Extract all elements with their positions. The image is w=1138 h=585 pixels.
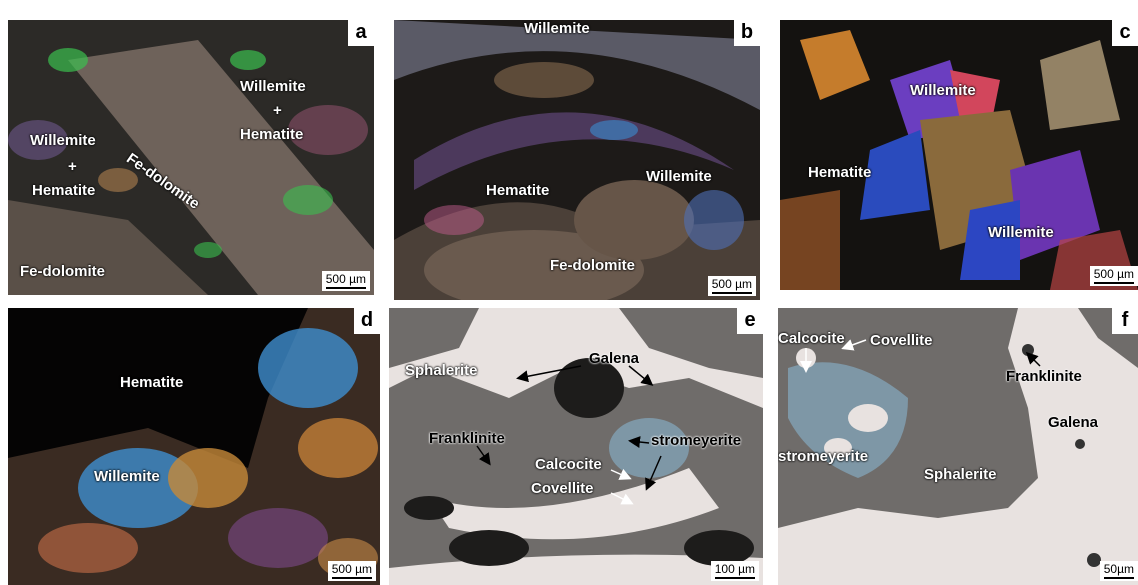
label-hematite: Hematite [808, 164, 872, 181]
panel-f: Calcocite Covellite Franklinite Galena s… [778, 308, 1138, 585]
panel-c: Willemite Hematite Willemite c 500 µm [780, 20, 1138, 290]
panel-d: Hematite Willemite d 500 µm [8, 308, 380, 585]
label-willemite: Willemite [240, 78, 306, 95]
panel-a: Willemite + Hematite Fe-dolomite Willemi… [8, 20, 374, 295]
panel-d-image [8, 308, 380, 585]
scale-bar-label: 50µm [1103, 562, 1134, 576]
panel-letter: c [1112, 20, 1138, 46]
panel-e-image [389, 308, 763, 585]
panel-letter: a [348, 20, 374, 46]
scale-bar-line [325, 287, 366, 289]
label-franklinite: Franklinite [429, 430, 505, 447]
label-sphalerite: Sphalerite [924, 466, 997, 483]
scale-bar: 50µm [1099, 561, 1138, 581]
label-covellite: Covellite [870, 332, 933, 349]
panel-b-image [394, 20, 760, 300]
scale-bar: 500 µm [1089, 266, 1138, 286]
label-sphalerite: Sphalerite [405, 362, 478, 379]
scale-bar-line [331, 577, 372, 579]
panel-f-image [778, 308, 1138, 585]
panel-letter: b [734, 20, 760, 46]
scale-bar-line [1093, 282, 1134, 284]
label-hematite: Hematite [240, 126, 304, 143]
panel-c-image [780, 20, 1138, 290]
scale-bar: 500 µm [707, 276, 756, 296]
label-plus: + [68, 158, 77, 175]
label-galena: Galena [1048, 414, 1099, 431]
label-willemite: Willemite [646, 168, 712, 185]
panel-a-image [8, 20, 374, 295]
panel-letter: f [1112, 308, 1138, 334]
panel-e: Sphalerite Galena Franklinite stromeyeri… [389, 308, 763, 585]
scale-bar-line [714, 577, 755, 579]
label-willemite: Willemite [94, 468, 160, 485]
label-hematite: Hematite [486, 182, 550, 199]
label-willemite: Willemite [524, 20, 590, 37]
label-willemite: Willemite [988, 224, 1054, 241]
label-calcocite: Calcocite [535, 456, 602, 473]
label-hematite: Hematite [120, 374, 184, 391]
panel-letter: e [737, 308, 763, 334]
scale-bar-label: 500 µm [1093, 267, 1134, 281]
scale-bar-label: 100 µm [714, 562, 755, 576]
scale-bar: 500 µm [327, 561, 376, 581]
label-plus: + [273, 102, 282, 119]
scale-bar-label: 500 µm [711, 277, 752, 291]
label-stromeyerite: stromeyerite [778, 448, 869, 465]
label-calcocite: Calcocite [778, 330, 845, 347]
label-fe-dolomite: Fe-dolomite [550, 257, 635, 274]
label-fe-dolomite: Fe-dolomite [20, 263, 105, 280]
scale-bar-line [711, 292, 752, 294]
scale-bar-label: 500 µm [331, 562, 372, 576]
label-franklinite: Franklinite [1006, 368, 1082, 385]
scale-bar-line [1103, 577, 1134, 579]
label-willemite: Willemite [30, 132, 96, 149]
panel-b: Willemite Hematite Willemite Fe-dolomite… [394, 20, 760, 300]
label-galena: Galena [589, 350, 640, 367]
scale-bar-label: 500 µm [325, 272, 366, 286]
scale-bar: 500 µm [321, 271, 370, 291]
label-covellite: Covellite [531, 480, 594, 497]
label-stromeyerite: stromeyerite [651, 432, 742, 449]
label-willemite: Willemite [910, 82, 976, 99]
panel-letter: d [354, 308, 380, 334]
label-hematite: Hematite [32, 182, 96, 199]
scale-bar: 100 µm [710, 561, 759, 581]
